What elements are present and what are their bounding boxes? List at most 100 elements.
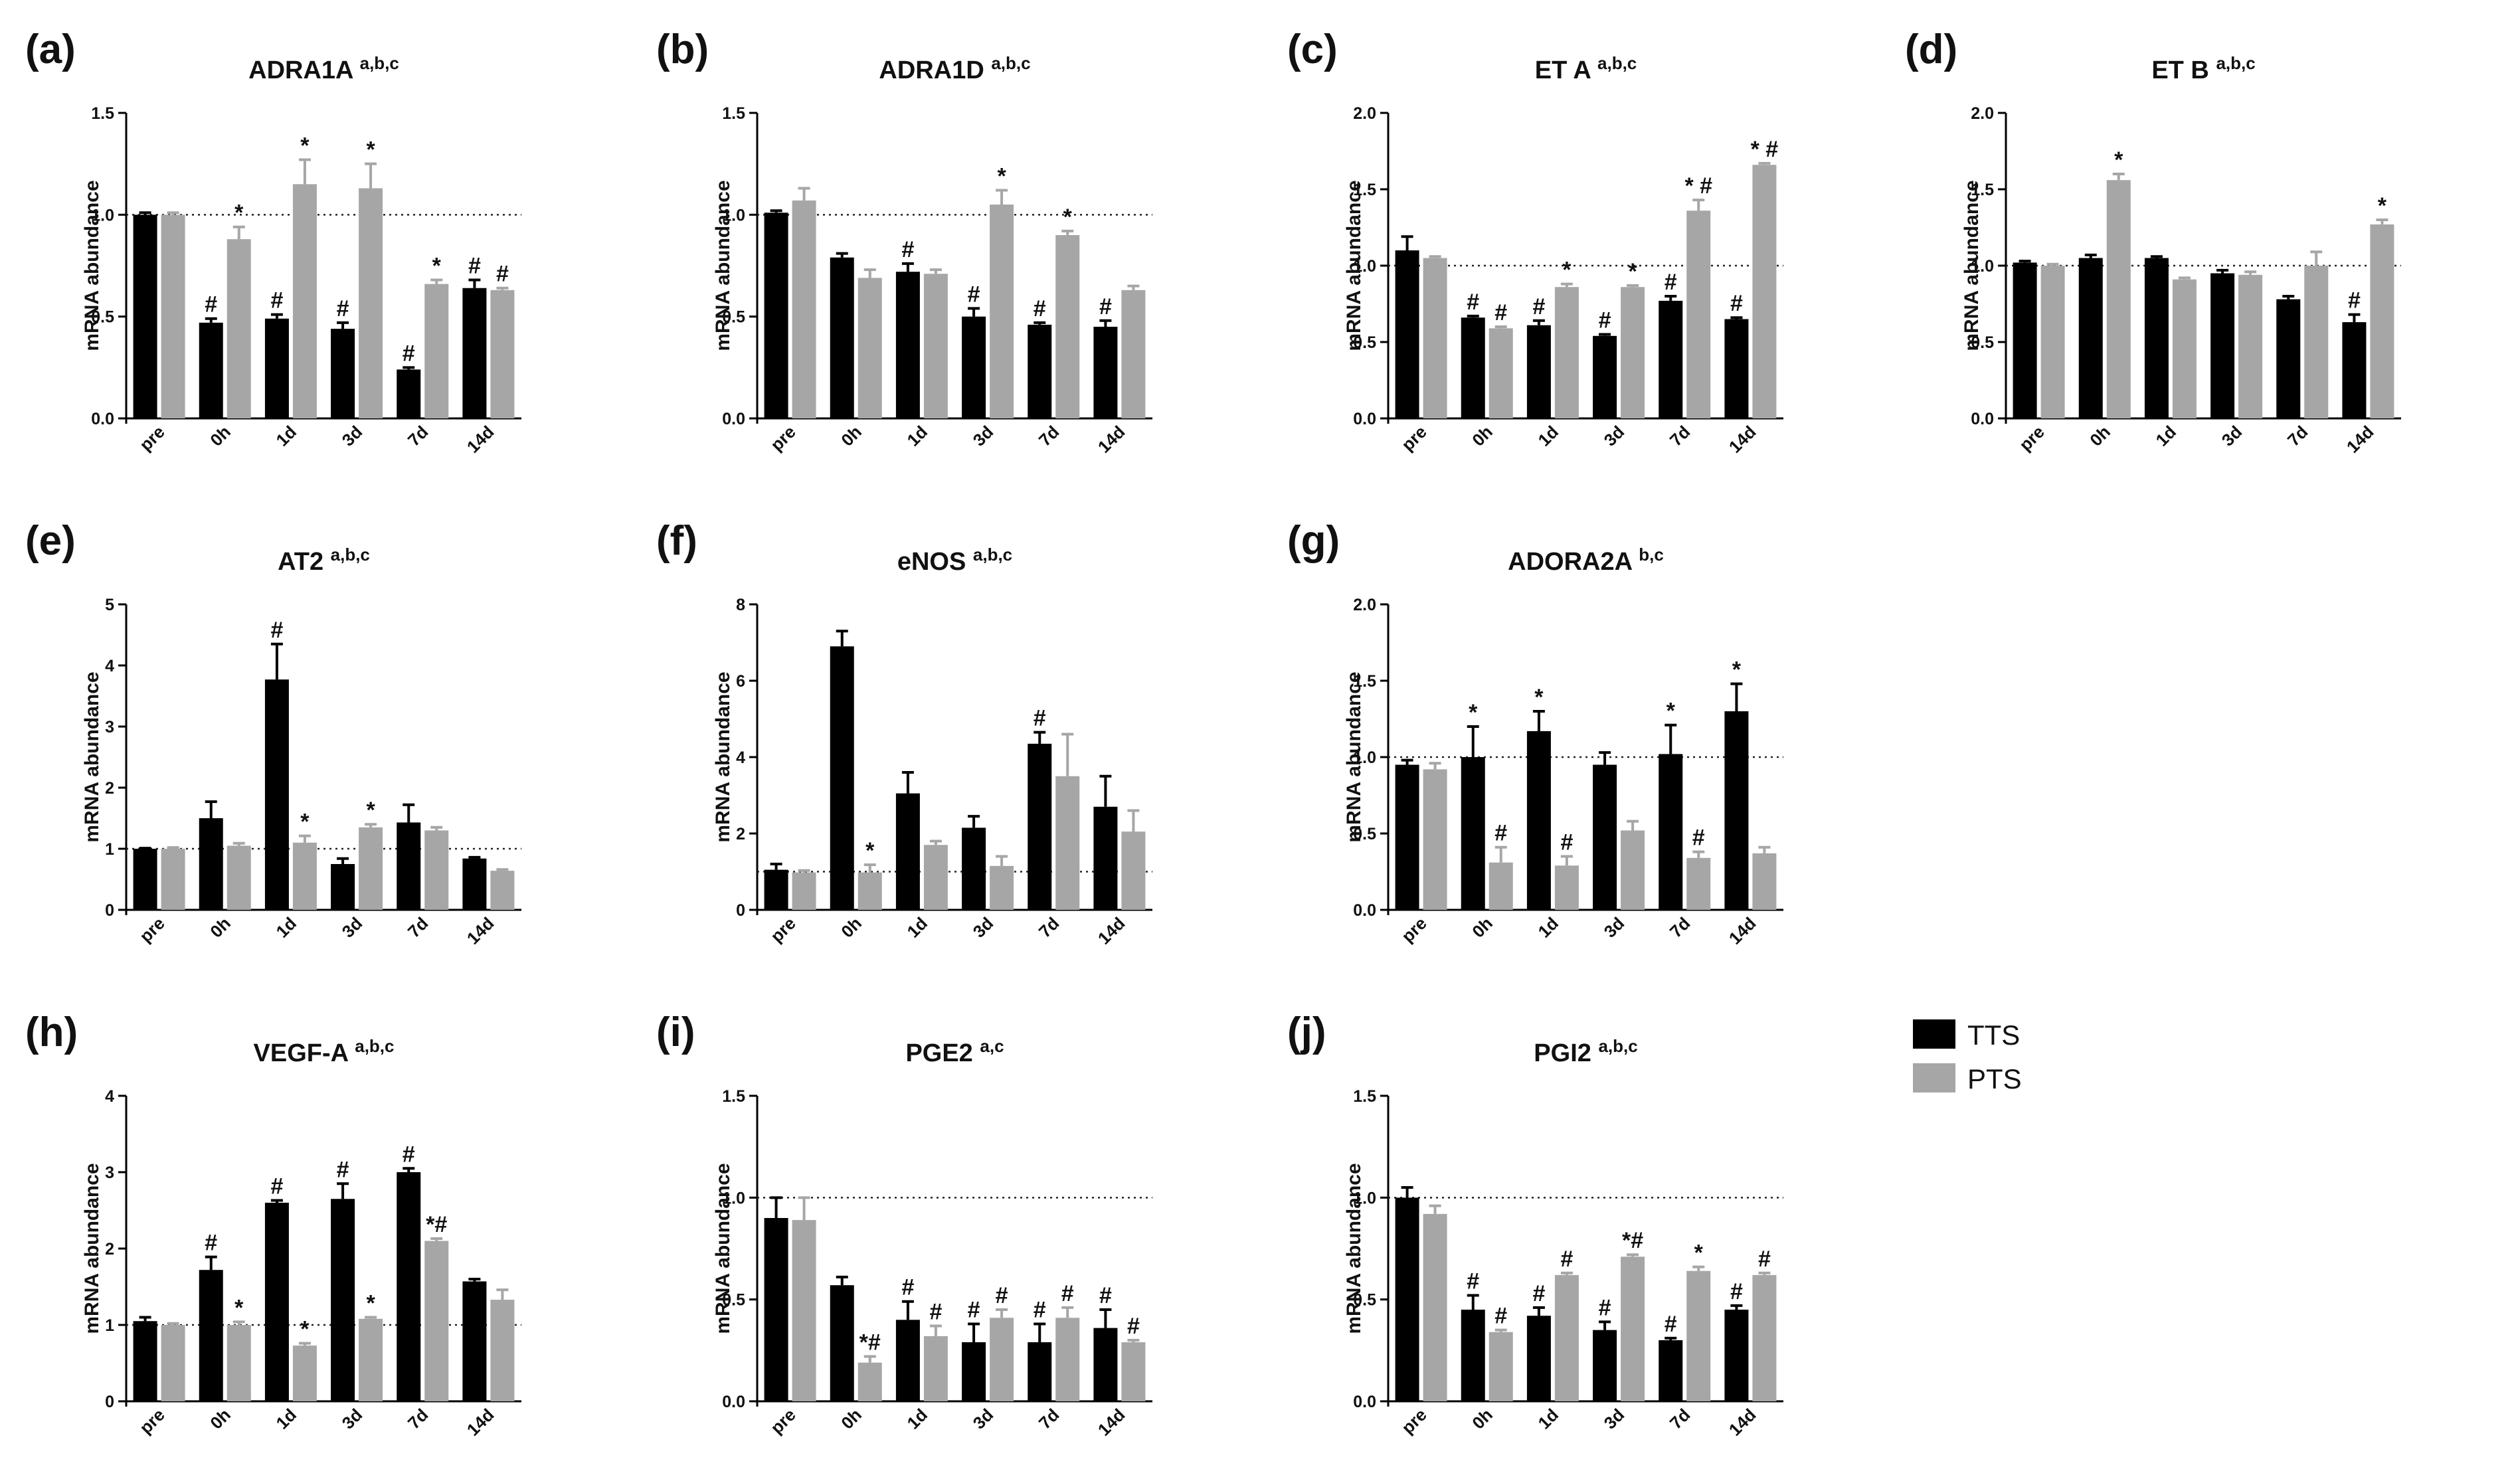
y-axis-label: mRNA abundance	[1343, 1163, 1365, 1334]
x-tick-label: 1d	[272, 422, 300, 450]
y-tick-label: 0.5	[1971, 333, 1994, 352]
significance-marker: *#	[426, 1212, 447, 1237]
x-tick-label: 7d	[1035, 913, 1063, 942]
y-tick-label: 2.0	[1353, 596, 1376, 614]
bar-tts	[331, 329, 355, 418]
panel-title: ET B a,b,c	[2151, 53, 2255, 84]
bar-pts	[857, 278, 882, 418]
significance-marker: #	[929, 1300, 942, 1325]
significance-marker: #	[270, 288, 283, 313]
bar-tts	[462, 1281, 487, 1401]
x-tick-label: 1d	[1534, 422, 1562, 450]
bar-tts	[1461, 757, 1485, 910]
bar-pts	[1554, 287, 1579, 418]
y-tick-label: 1.0	[1353, 1189, 1376, 1207]
bar-pts	[1121, 290, 1146, 418]
bar-tts	[2342, 322, 2367, 418]
x-tick-label: 3d	[338, 422, 367, 450]
bar-pts	[2040, 266, 2065, 418]
bar-tts	[1724, 319, 1749, 418]
x-tick-label: 3d	[338, 1405, 367, 1433]
panel-letter: (h)	[25, 1009, 78, 1055]
bar-tts	[1593, 335, 1617, 418]
y-axis-label: mRNA abundance	[712, 180, 734, 351]
bar-pts	[990, 1318, 1014, 1401]
bar-tts	[1526, 731, 1551, 910]
x-tick-label: 0h	[837, 913, 865, 942]
significance-marker: #	[1494, 1304, 1507, 1329]
chart-panels: (a) ADRA1A a,b,c mRNA abundance 0.0 0.5 1.0 1.…	[25, 27, 2401, 1440]
bar-pts	[857, 1362, 882, 1401]
x-tick-label: 14d	[1094, 422, 1129, 457]
bar-tts	[1028, 1342, 1052, 1401]
y-tick-label: 0.0	[1353, 901, 1376, 920]
bar-pts	[1423, 1213, 1447, 1401]
x-tick-label: 3d	[1600, 913, 1629, 942]
significance-marker: #	[1758, 1247, 1771, 1272]
significance-marker: #	[403, 341, 415, 366]
significance-marker: *	[1562, 258, 1572, 283]
y-axis-label: mRNA abundance	[81, 671, 103, 842]
significance-marker: #	[1599, 1295, 1611, 1320]
bar-tts	[264, 679, 289, 910]
bar-pts	[1121, 1342, 1146, 1401]
panel-letter: (j)	[1287, 1009, 1326, 1055]
x-tick-label: 14d	[1094, 913, 1129, 948]
bar-tts	[133, 1321, 157, 1401]
x-tick-label: 14d	[2343, 422, 2378, 457]
significance-marker: #	[1034, 706, 1046, 731]
significance-marker: #	[496, 262, 509, 287]
y-tick-label: 1.0	[91, 206, 114, 224]
bar-tts	[2013, 262, 2037, 418]
significance-marker: *	[1732, 657, 1742, 683]
legend-swatch-pts	[1913, 1063, 1955, 1092]
x-tick-label: 14d	[1094, 1405, 1129, 1440]
bar-pts	[490, 871, 515, 910]
bar-tts	[1395, 250, 1419, 418]
significance-marker: #	[205, 1231, 217, 1256]
bar-tts	[199, 322, 223, 418]
x-tick-label: 0h	[837, 1405, 865, 1433]
x-tick-label: 14d	[1725, 1405, 1760, 1440]
x-tick-label: 7d	[1666, 1405, 1694, 1433]
bar-pts	[792, 200, 816, 418]
x-tick-label: 14d	[463, 422, 498, 457]
bar-tts	[895, 793, 920, 910]
significance-marker: #	[968, 1297, 980, 1322]
significance-marker: #	[1099, 294, 1112, 319]
bar-tts	[1659, 754, 1683, 910]
y-tick-label: 1.5	[1353, 1087, 1376, 1106]
significance-marker: *#	[1622, 1228, 1643, 1253]
bar-tts	[397, 822, 421, 910]
bar-pts	[923, 845, 948, 910]
x-tick-label: 7d	[1666, 422, 1694, 450]
panel-title: ADORA2A b,c	[1508, 545, 1664, 576]
bar-pts	[292, 1346, 317, 1401]
bar-tts	[1093, 327, 1118, 418]
significance-marker: *	[366, 137, 375, 163]
panel-title: ADRA1D a,b,c	[879, 53, 1030, 84]
y-tick-label: 2	[736, 825, 745, 843]
bar-tts	[133, 215, 157, 418]
bar-pts	[857, 872, 882, 910]
bar-tts	[1395, 1197, 1419, 1401]
panel-title: PGE2 a,c	[905, 1036, 1004, 1067]
significance-marker: #	[337, 296, 349, 321]
chart-panel: (f) eNOS a,b,c mRNA abundance 0 2 4 6 8 pre * 0h 1d…	[656, 518, 1152, 948]
x-tick-label: pre	[1397, 1405, 1431, 1438]
bar-pts	[226, 1325, 251, 1401]
bar-tts	[1461, 317, 1485, 418]
bar-pts	[1055, 235, 1080, 418]
x-tick-label: 1d	[272, 913, 300, 942]
bar-pts	[424, 830, 449, 910]
x-tick-label: 1d	[903, 913, 931, 942]
bar-tts	[962, 316, 986, 418]
significance-marker: *	[1694, 1241, 1704, 1266]
significance-marker: *	[1534, 685, 1544, 710]
y-tick-label: 0.0	[1971, 410, 1994, 428]
y-axis-label: mRNA abundance	[712, 1163, 734, 1334]
bar-tts	[133, 849, 157, 910]
bar-tts	[830, 646, 854, 910]
y-tick-label: 5	[105, 596, 114, 614]
significance-marker: *	[300, 1317, 310, 1342]
